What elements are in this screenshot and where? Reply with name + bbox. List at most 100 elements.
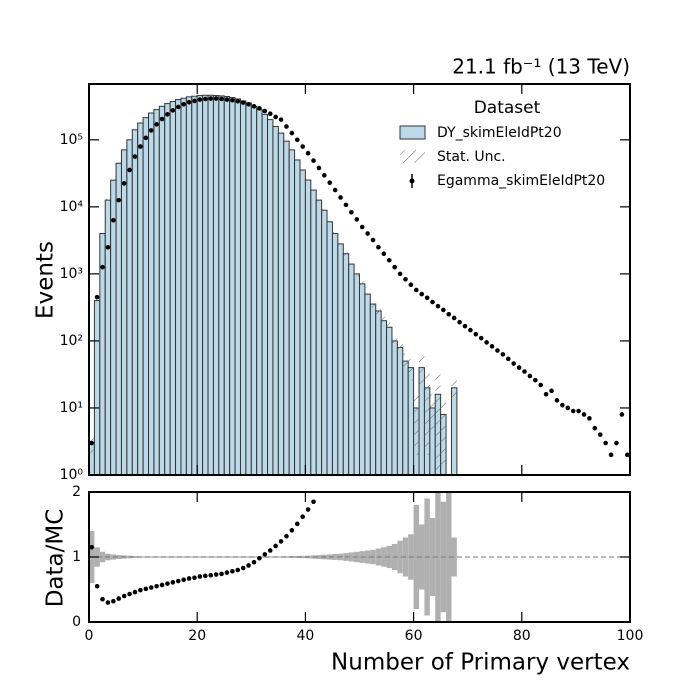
data-point xyxy=(175,104,181,110)
data-point xyxy=(478,335,484,341)
stat-unc-band xyxy=(208,94,214,96)
ratio-point xyxy=(305,507,311,512)
histogram-bin xyxy=(110,179,117,475)
histogram-bin xyxy=(256,109,263,475)
stat-unc-band xyxy=(126,139,133,141)
data-point xyxy=(435,303,441,309)
histogram-bin xyxy=(169,101,177,475)
ratio-point xyxy=(138,587,143,593)
data-point xyxy=(278,117,284,122)
data-point xyxy=(338,195,343,200)
ratio-unc-band xyxy=(397,540,403,574)
data-point xyxy=(624,452,630,458)
histogram-bin xyxy=(386,326,393,475)
ratio-point xyxy=(235,567,241,573)
histogram-bin xyxy=(180,97,187,475)
data-point xyxy=(538,382,544,388)
data-point xyxy=(170,108,176,113)
stat-unc-band xyxy=(294,159,300,161)
data-point xyxy=(116,197,122,203)
ratio-point xyxy=(94,583,100,589)
stat-unc-band xyxy=(364,291,371,298)
data-point xyxy=(495,348,500,353)
histogram-bin xyxy=(283,140,290,475)
ratio-unc-band xyxy=(413,505,420,609)
stat-unc-band xyxy=(164,103,171,104)
data-point xyxy=(100,264,105,270)
stat-unc-band xyxy=(359,281,365,287)
y-tick-label: 10¹ xyxy=(60,400,83,416)
histogram-bin xyxy=(218,95,225,475)
x-tick-label: 100 xyxy=(617,628,644,644)
data-point xyxy=(576,408,581,414)
ratio-point xyxy=(294,521,300,527)
ratio-point xyxy=(208,572,214,578)
histogram-bin xyxy=(126,139,133,475)
ratio-unc-band xyxy=(197,556,203,558)
histogram-bin xyxy=(402,360,409,475)
histogram-bin xyxy=(131,129,139,475)
data-point xyxy=(240,100,246,105)
ratio-unc-band xyxy=(267,556,273,558)
data-point xyxy=(197,97,203,102)
data-point xyxy=(597,432,603,437)
stat-unc-band xyxy=(332,232,338,235)
data-point xyxy=(500,352,506,357)
data-point xyxy=(235,98,241,104)
data-point xyxy=(349,209,354,215)
histogram-bin xyxy=(348,263,355,475)
legend-label: Egamma_skimEleIdPt20 xyxy=(437,173,605,189)
y-tick-label: 0 xyxy=(72,614,81,630)
histogram-bin xyxy=(310,189,317,475)
stat-unc-band xyxy=(451,380,457,399)
data-point xyxy=(343,202,349,208)
histogram-bin xyxy=(120,149,128,475)
ratio-unc-band xyxy=(245,556,252,558)
frame xyxy=(88,83,631,476)
data-point xyxy=(614,440,619,446)
legend-label: DY_skimEleIdPt20 xyxy=(437,125,562,141)
y-tick-label: 1 xyxy=(72,549,81,565)
stat-unc-band xyxy=(202,94,209,96)
histogram-bin xyxy=(294,159,301,475)
data-point xyxy=(132,154,138,159)
ratio-point xyxy=(257,556,262,561)
data-point xyxy=(608,452,614,458)
ratio-point xyxy=(284,533,289,539)
ratio-point xyxy=(262,552,268,557)
ratio-unc-band xyxy=(148,556,154,558)
ratio-unc-band xyxy=(229,556,236,558)
data-point xyxy=(473,331,479,337)
data-point xyxy=(484,340,489,345)
ratio-axis-label: Data/MC xyxy=(43,509,69,608)
data-point xyxy=(186,99,192,105)
histogram-bin xyxy=(375,310,382,475)
y-tick-label: 10³ xyxy=(60,266,83,282)
data-point xyxy=(489,344,495,349)
data-point xyxy=(424,295,430,301)
data-point xyxy=(143,135,149,141)
x-tick-label: 20 xyxy=(188,628,206,644)
data-point xyxy=(543,391,549,397)
data-point xyxy=(549,388,554,394)
histogram-bin xyxy=(212,95,220,475)
data-point xyxy=(505,356,511,362)
stat-unc-band xyxy=(186,96,192,98)
data-point xyxy=(230,97,235,103)
ratio-point xyxy=(111,598,116,604)
ratio-point xyxy=(289,528,295,533)
ratio-point xyxy=(127,591,132,597)
histogram-bin xyxy=(337,243,344,475)
data-point xyxy=(386,257,392,263)
data-point xyxy=(414,287,419,293)
legend-swatch xyxy=(400,150,425,163)
histogram-bin xyxy=(391,340,398,475)
histogram-bin xyxy=(234,98,241,475)
stat-unc-band xyxy=(419,355,425,388)
data-point xyxy=(359,224,365,230)
ratio-point xyxy=(273,543,278,549)
data-point xyxy=(94,294,100,300)
histogram-bin xyxy=(202,94,209,475)
legend-swatch xyxy=(409,178,415,184)
ratio-point xyxy=(219,571,224,577)
